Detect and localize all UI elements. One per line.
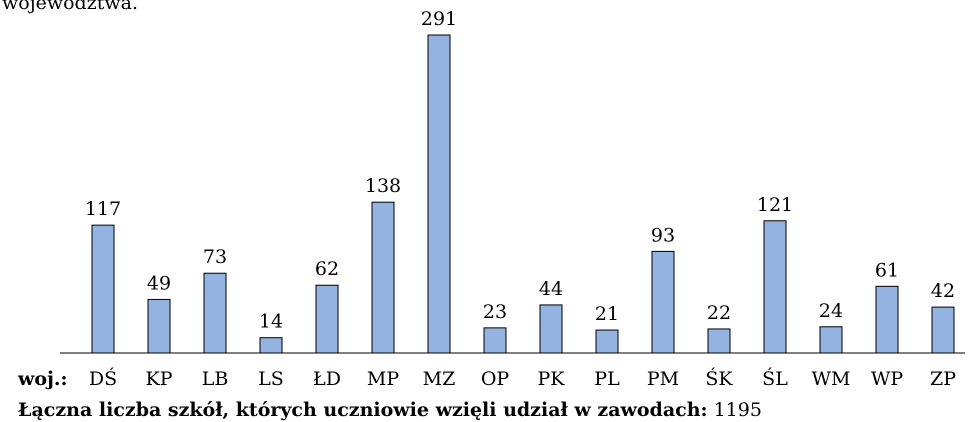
bar [651, 250, 675, 354]
data-label: 291 [421, 8, 457, 30]
bar [875, 285, 899, 354]
x-tick-label: ŚL [762, 367, 788, 390]
data-label: 44 [539, 278, 563, 300]
x-tick-label: LS [258, 368, 284, 390]
x-tick-label: DŚ [89, 367, 117, 390]
bar [763, 220, 787, 354]
bar [819, 326, 843, 354]
bar [483, 327, 507, 354]
data-label: 49 [147, 272, 171, 294]
data-label: 73 [203, 246, 227, 268]
data-label: 93 [651, 224, 675, 246]
data-label: 62 [315, 258, 339, 280]
bar [931, 306, 955, 354]
data-label: 14 [259, 311, 283, 333]
bar [427, 34, 451, 354]
data-label: 24 [819, 300, 843, 322]
x-tick-label: KP [146, 368, 173, 390]
intro-text: województwa. [2, 0, 138, 14]
x-label: woj.: [17, 368, 68, 390]
bar [259, 337, 283, 354]
footer-label: Łączna liczba szkół, których uczniowie w… [18, 399, 708, 421]
data-label: 42 [931, 280, 955, 302]
x-tick-label: ŁD [313, 368, 341, 390]
x-tick-label: PM [647, 368, 679, 390]
bar [147, 298, 171, 354]
bar [91, 224, 115, 354]
x-tick-label: MZ [423, 368, 456, 390]
data-label: 121 [757, 194, 793, 216]
data-label: 22 [707, 302, 731, 324]
x-tick-label: WP [871, 368, 904, 390]
bar [371, 201, 395, 354]
x-tick-label: PK [538, 368, 566, 390]
data-label: 21 [595, 303, 619, 325]
x-tick-label: WM [812, 368, 851, 390]
bar [203, 272, 227, 354]
x-tick-label: MP [367, 368, 399, 390]
data-label: 23 [483, 301, 507, 323]
bar [315, 284, 339, 354]
bar [595, 329, 619, 354]
data-label: 117 [85, 198, 121, 220]
footer: Łączna liczba szkół, których uczniowie w… [18, 399, 762, 421]
footer-total: 1195 [714, 399, 762, 421]
data-label: 61 [875, 259, 899, 281]
x-tick-label: LB [202, 368, 229, 390]
x-tick-label: ZP [930, 368, 956, 390]
x-tick-label: OP [481, 368, 510, 390]
bar [707, 328, 731, 354]
x-tick-label: ŚK [705, 367, 733, 390]
data-label: 138 [365, 175, 401, 197]
bar [539, 304, 563, 354]
x-tick-label: PL [594, 368, 620, 390]
